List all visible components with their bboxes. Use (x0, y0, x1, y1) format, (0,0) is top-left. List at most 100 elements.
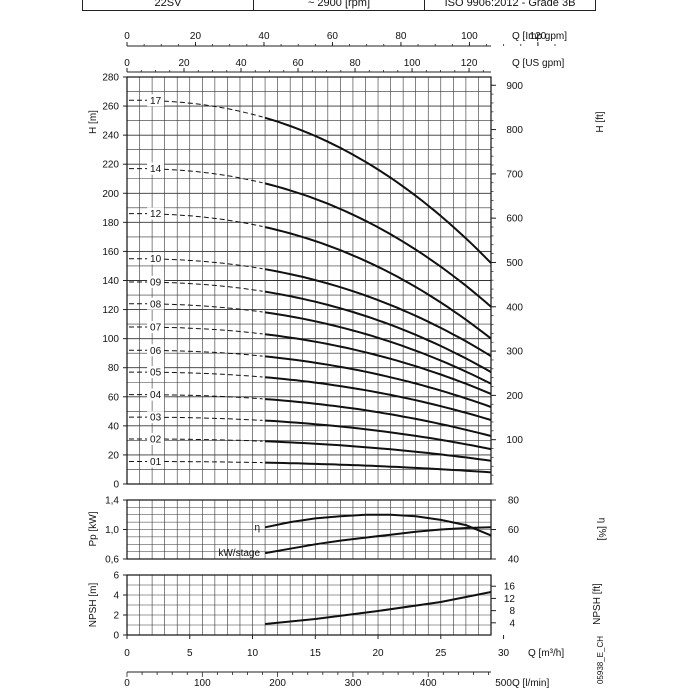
head-curve-12-dashed (155, 213, 263, 227)
us-gpm-tick-label: 60 (292, 58, 304, 69)
imp-gpm-tick-label: 100 (461, 31, 478, 42)
stage-label-bg (147, 455, 165, 468)
drawing-code: 05938_E_CH (596, 636, 605, 684)
head-y-tick-label: 100 (102, 334, 119, 345)
stage-label-bg (147, 275, 165, 288)
head-ft-tick-label: 100 (506, 435, 523, 446)
npsh-ft-axis-label: NPSH [ft] (592, 583, 603, 625)
head-ft-tick-label: 700 (506, 169, 523, 180)
q-m3h-tick-label: 30 (498, 648, 510, 659)
q-m3h-tick-label: 20 (372, 648, 384, 659)
head-y-tick-label: 260 (102, 102, 119, 113)
stage-label-04: 04 (150, 390, 162, 401)
power-y-tick-label: 1,0 (105, 525, 119, 536)
head-ft-tick-label: 200 (506, 391, 523, 402)
head-y-tick-label: 20 (108, 450, 120, 461)
head-curve-14 (264, 182, 492, 308)
head-curve-06 (265, 355, 492, 408)
us-gpm-tick-label: 40 (235, 58, 247, 69)
head-curve-08-dashed (155, 303, 263, 313)
q-lmin-tick-label: 200 (269, 678, 286, 689)
head-y-tick-label: 60 (108, 392, 120, 403)
head-curve-03 (265, 419, 492, 451)
stage-label-12: 12 (150, 209, 162, 220)
stage-label-bg (147, 344, 165, 357)
imp-gpm-tick-label: 0 (124, 31, 130, 42)
stage-label-08: 08 (150, 299, 162, 310)
q-lmin-tick-label: 100 (194, 678, 211, 689)
head-curve-10 (264, 268, 492, 357)
head-curve-17 (264, 116, 492, 264)
power-y-tick-label: 0,6 (105, 555, 119, 566)
power-curve (264, 526, 492, 555)
us-gpm-axis-label: Q [US gpm] (512, 58, 564, 69)
pump-speed: ~ 2900 [rpm] (254, 0, 425, 10)
q-m3h-axis-label: Q [m³/h] (528, 648, 564, 659)
stage-label-bg (147, 297, 165, 310)
stage-label-bg (147, 207, 165, 220)
head-ft-tick-label: 400 (506, 302, 523, 313)
head-curve-08 (264, 311, 492, 385)
head-curve-02 (265, 440, 492, 462)
head-ft-tick-label: 900 (506, 81, 523, 92)
head-curve-02-dashed (155, 438, 263, 442)
head-y-axis-label: H [m] (88, 110, 99, 134)
q-m3h-tick-label: 25 (435, 648, 447, 659)
q-m3h-tick-label: 0 (124, 648, 130, 659)
stage-label-01: 01 (150, 457, 162, 468)
npsh-panel-frame (126, 574, 492, 636)
head-y-tick-label: 0 (113, 480, 119, 491)
q-lmin-tick-label: 500 (495, 678, 512, 689)
q-m3h-tick-label: 10 (247, 648, 259, 659)
head-curve-07 (264, 333, 492, 395)
q-m3h-tick-label: 5 (187, 648, 193, 659)
head-curve-06-dashed (155, 349, 263, 357)
q-lmin-tick-label: 0 (124, 678, 130, 689)
head-curve-04 (265, 398, 492, 437)
stage-label-09: 09 (150, 277, 162, 288)
npsh-y-tick-label: 0 (113, 631, 119, 642)
npsh-y-tick-label: 4 (113, 591, 119, 602)
head-curve-05 (265, 376, 492, 421)
stage-label-17: 17 (150, 96, 162, 107)
head-y-tick-label: 200 (102, 189, 119, 200)
power-y-tick-label: 1,4 (105, 496, 119, 507)
head-ft-tick-label: 300 (506, 347, 523, 358)
head-ft-tick-label: 600 (506, 214, 523, 225)
head-curve-17-dashed (155, 100, 263, 118)
head-curve-14-dashed (155, 168, 263, 184)
head-y-tick-label: 120 (102, 305, 119, 316)
us-gpm-tick-label: 20 (178, 58, 190, 69)
head-y-tick-label: 140 (102, 276, 119, 287)
head-ft-tick-label: 500 (506, 258, 523, 269)
head-ft-tick-label: 800 (506, 125, 523, 136)
us-gpm-tick-label: 120 (461, 58, 478, 69)
stage-label-bg (147, 162, 165, 175)
imp-gpm-tick-label: 40 (258, 31, 270, 42)
stage-label-bg (147, 432, 165, 445)
test-standard: ISO 9906:2012 - Grade 3B (444, 0, 576, 9)
npsh-ft-tick-label: 4 (509, 618, 515, 629)
stage-label-10: 10 (150, 254, 162, 265)
us-gpm-tick-label: 0 (124, 58, 130, 69)
head-curve-05-dashed (155, 371, 263, 378)
head-curve-07-dashed (155, 326, 263, 335)
eff-y-tick-label: 80 (508, 496, 520, 507)
q-lmin-axis-label: Q [l/min] (512, 678, 549, 689)
q-lmin-tick-label: 300 (345, 678, 362, 689)
stage-label-05: 05 (150, 368, 162, 379)
eff-y-tick-label: 40 (508, 555, 520, 566)
npsh-ft-tick-label: 12 (504, 594, 516, 605)
head-y-tick-label: 240 (102, 131, 119, 142)
head-curve-01 (265, 461, 492, 474)
imp-gpm-axis-label: Q [Imp gpm] (512, 31, 567, 42)
head-y-tick-label: 220 (102, 160, 119, 171)
head-curve-04-dashed (155, 394, 263, 400)
efficiency-curve (264, 513, 492, 537)
imp-gpm-tick-label: 120 (530, 31, 547, 42)
stage-label-bg (147, 252, 165, 265)
us-gpm-tick-label: 80 (349, 58, 361, 69)
head-ft-axis-label: H [ft] (595, 111, 606, 132)
stage-label-bg (147, 94, 165, 107)
